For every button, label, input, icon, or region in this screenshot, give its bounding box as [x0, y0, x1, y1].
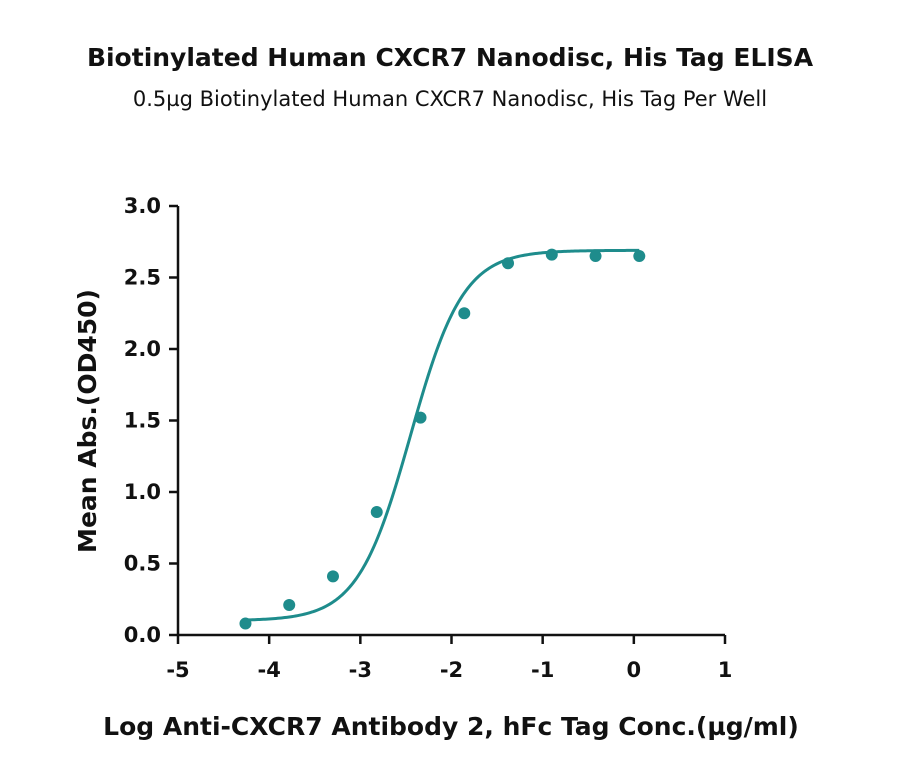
x-tick-label: -3: [349, 658, 372, 682]
x-tick-label: -4: [258, 658, 281, 682]
data-point: [370, 506, 383, 519]
x-tick-label: 1: [718, 658, 733, 682]
chart-title: Biotinylated Human CXCR7 Nanodisc, His T…: [87, 43, 814, 72]
x-tick-label: -2: [440, 658, 463, 682]
x-tick-label: -5: [166, 658, 189, 682]
y-tick-label: 2.5: [124, 266, 161, 290]
plot-area: [239, 248, 646, 630]
data-point: [589, 250, 602, 263]
fit-curve: [245, 248, 640, 622]
y-tick-label: 0.0: [124, 623, 161, 647]
data-point: [239, 617, 252, 630]
data-point: [326, 570, 339, 583]
data-point: [545, 248, 558, 261]
data-point: [458, 307, 471, 320]
y-axis-label: Mean Abs.(OD450): [73, 289, 102, 553]
data-point: [283, 598, 296, 611]
fit-curve-layer: [245, 248, 640, 622]
data-point: [633, 250, 646, 263]
data-points-layer: [239, 248, 646, 630]
x-tick-label: -1: [531, 658, 554, 682]
x-axis-label: Log Anti-CXCR7 Antibody 2, hFc Tag Conc.…: [103, 712, 799, 741]
data-point: [502, 257, 515, 270]
y-axis-ticks: 0.0 0.5 1.0 1.5 2.0 2.5 3.0: [124, 194, 178, 647]
y-tick-label: 3.0: [124, 194, 161, 218]
y-tick-label: 0.5: [124, 552, 161, 576]
chart-subtitle: 0.5µg Biotinylated Human CXCR7 Nanodisc,…: [133, 87, 767, 111]
y-tick-label: 1.0: [124, 480, 161, 504]
y-tick-label: 2.0: [124, 337, 161, 361]
data-point: [414, 411, 427, 424]
y-tick-label: 1.5: [124, 409, 161, 433]
x-axis-ticks: -5 -4 -3 -2 -1 0 1: [166, 635, 732, 682]
x-tick-label: 0: [627, 658, 642, 682]
